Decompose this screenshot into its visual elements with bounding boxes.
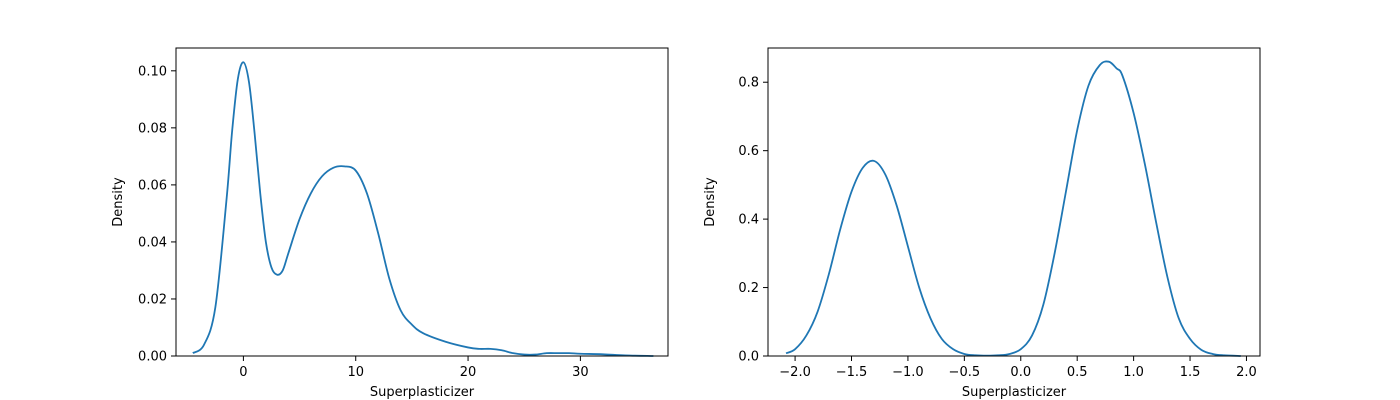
right-x-tick-label: −1.5 <box>836 365 868 380</box>
left-x-tick-label: 10 <box>347 365 364 380</box>
right-x-tick-label: 1.0 <box>1123 365 1144 380</box>
left-y-tick-label: 0.02 <box>138 292 167 307</box>
left-x-ticks: 0 10 20 30 <box>239 356 589 380</box>
left-x-tick-label: 20 <box>460 365 477 380</box>
right-x-tick-label: −2.0 <box>779 365 811 380</box>
left-y-tick-label: 0.10 <box>138 64 167 79</box>
left-x-tick-label: 0 <box>239 365 247 380</box>
left-x-tick-label: 30 <box>572 365 589 380</box>
right-x-tick-label: 2.0 <box>1236 365 1257 380</box>
left-axes-frame <box>175 47 669 357</box>
left-y-tick-label: 0.08 <box>138 121 167 136</box>
left-y-ticks: 0.00 0.02 0.04 0.06 0.08 0.10 <box>138 64 176 365</box>
right-y-tick-label: 0.2 <box>738 281 759 296</box>
right-x-tick-label: 0.5 <box>1067 365 1088 380</box>
right-x-tick-label: 0.0 <box>1010 365 1031 380</box>
right-density-chart: −2.0 −1.5 −1.0 −0.5 0.0 0.5 1.0 1.5 2.0 0.00.20.… <box>703 47 1261 400</box>
right-density-curve <box>785 60 1241 357</box>
right-y-tick-label: 0.6 <box>738 144 759 159</box>
left-y-axis-label: Density <box>111 177 126 227</box>
left-x-axis-label: Superplasticizer <box>370 385 475 400</box>
left-y-tick-label: 0.04 <box>138 235 167 250</box>
right-x-tick-label: 1.5 <box>1180 365 1201 380</box>
right-x-tick-label: −1.0 <box>892 365 924 380</box>
right-axes-frame <box>767 47 1261 357</box>
right-x-tick-label: −0.5 <box>949 365 981 380</box>
left-y-tick-label: 0.00 <box>138 350 167 365</box>
right-y-tick-label: 0.0 <box>738 350 759 365</box>
right-x-axis-label: Superplasticizer <box>962 385 1067 400</box>
left-density-curve <box>192 61 654 357</box>
right-y-ticks: 0.0 0.2 0.4 0.6 0.8 <box>738 76 768 365</box>
right-y-tick-label: 0.4 <box>738 213 759 228</box>
left-y-tick-label: 0.06 <box>138 178 167 193</box>
right-y-tick-label: 0.8 <box>738 76 759 91</box>
left-density-chart: 0 10 20 30 0.00 0.02 0.04 0.06 0.08 0.10 Superpl… <box>111 47 669 400</box>
right-y-axis-label: Density <box>703 177 718 227</box>
right-x-ticks: −2.0 −1.5 −1.0 −0.5 0.0 0.5 1.0 1.5 2.0 <box>779 356 1257 380</box>
